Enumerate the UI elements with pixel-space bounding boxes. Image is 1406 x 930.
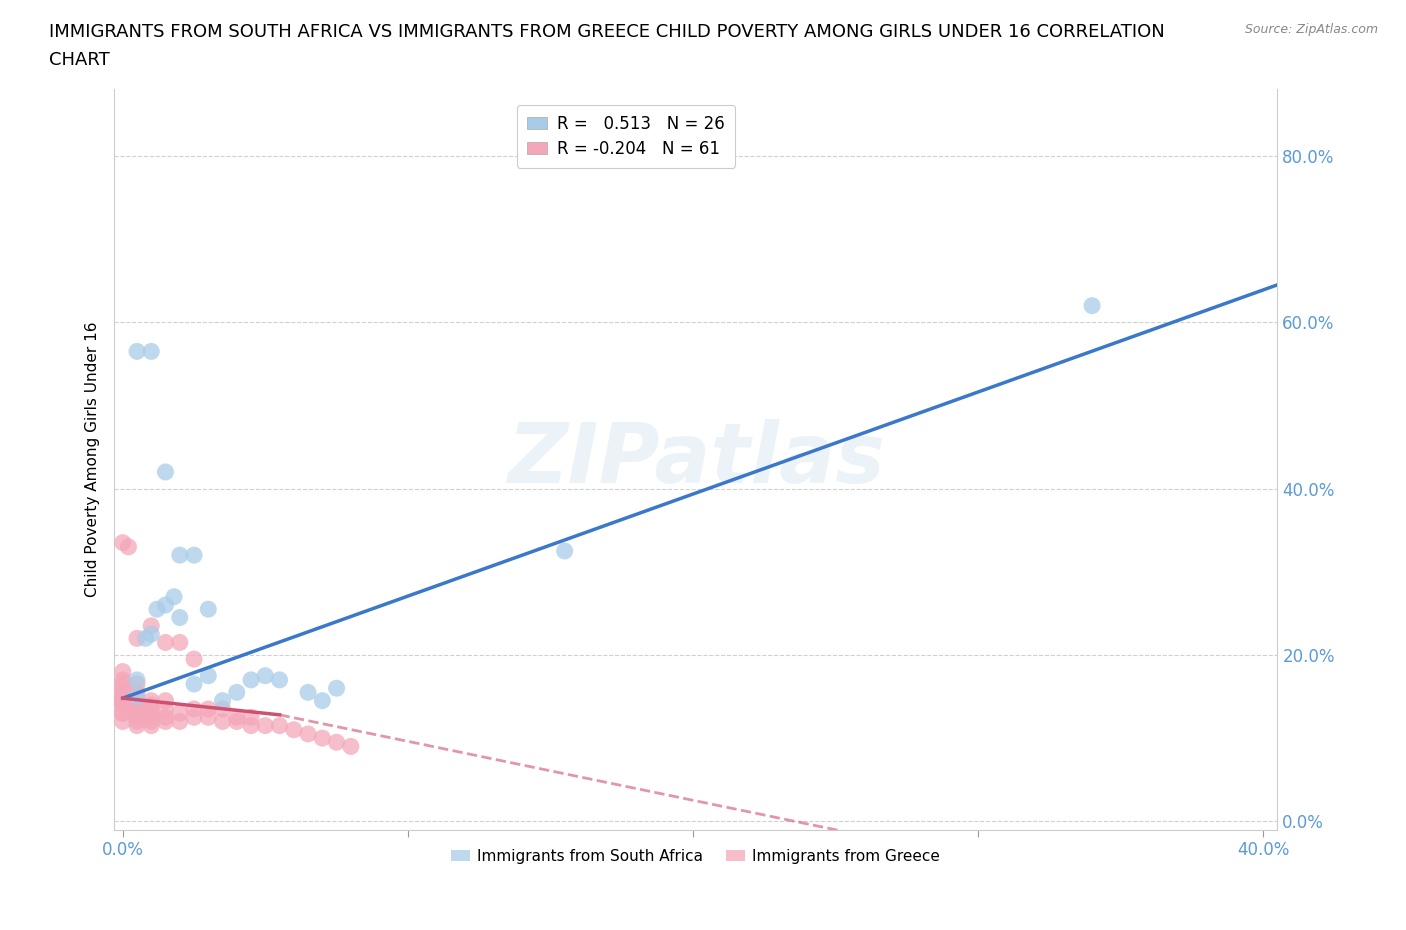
Point [183,548,205,563]
Point [155,635,177,650]
Point [340,739,363,754]
Point [163,590,186,604]
Point [155,464,177,479]
Point [111,689,134,704]
Point [125,710,148,724]
Point [183,710,205,724]
Point [111,706,134,721]
Point [269,718,291,733]
Point [111,698,134,712]
Point [155,693,177,708]
Point [311,693,333,708]
Point [111,714,134,729]
Point [225,714,247,729]
Point [269,672,291,687]
Point [141,714,163,729]
Point [111,684,134,699]
Point [169,635,191,650]
Point [125,706,148,721]
Text: Source: ZipAtlas.com: Source: ZipAtlas.com [1244,23,1378,36]
Point [297,684,319,699]
Point [325,735,347,750]
Point [111,677,134,692]
Point [141,693,163,708]
Point [183,652,205,667]
Text: CHART: CHART [49,51,110,69]
Legend: Immigrants from South Africa, Immigrants from Greece: Immigrants from South Africa, Immigrants… [446,843,946,870]
Point [111,536,134,551]
Point [125,684,148,699]
Point [111,706,134,721]
Point [240,672,263,687]
Point [254,669,277,684]
Point [111,664,134,679]
Point [141,701,163,716]
Point [111,693,134,708]
Point [169,706,191,721]
Point [125,714,148,729]
Point [141,627,163,642]
Point [155,598,177,613]
Point [146,602,169,617]
Point [225,710,247,724]
Point [125,344,148,359]
Point [117,539,139,554]
Point [297,726,319,741]
Point [554,543,576,558]
Point [197,701,219,716]
Point [125,718,148,733]
Point [197,710,219,724]
Point [141,618,163,633]
Point [125,672,148,687]
Point [111,689,134,704]
Text: IMMIGRANTS FROM SOUTH AFRICA VS IMMIGRANTS FROM GREECE CHILD POVERTY AMONG GIRLS: IMMIGRANTS FROM SOUTH AFRICA VS IMMIGRAN… [49,23,1166,41]
Point [141,718,163,733]
Point [211,693,233,708]
Point [125,701,148,716]
Point [155,714,177,729]
Point [141,706,163,721]
Point [125,698,148,712]
Point [111,681,134,696]
Point [240,718,263,733]
Point [183,701,205,716]
Point [254,718,277,733]
Point [125,706,148,721]
Text: ZIPatlas: ZIPatlas [506,419,884,500]
Point [311,731,333,746]
Point [197,669,219,684]
Point [141,698,163,712]
Point [125,631,148,645]
Point [111,693,134,708]
Point [125,693,148,708]
Point [125,689,148,704]
Y-axis label: Child Poverty Among Girls Under 16: Child Poverty Among Girls Under 16 [86,322,100,597]
Point [141,710,163,724]
Point [155,701,177,716]
Point [111,672,134,687]
Point [211,714,233,729]
Point [211,701,233,716]
Point [283,723,305,737]
Point [111,698,134,712]
Point [135,631,157,645]
Point [325,681,347,696]
Point [183,677,205,692]
Point [225,684,247,699]
Point [125,677,148,692]
Point [240,710,263,724]
Point [197,602,219,617]
Point [169,610,191,625]
Point [1081,299,1104,313]
Point [141,344,163,359]
Point [169,714,191,729]
Point [155,710,177,724]
Point [169,548,191,563]
